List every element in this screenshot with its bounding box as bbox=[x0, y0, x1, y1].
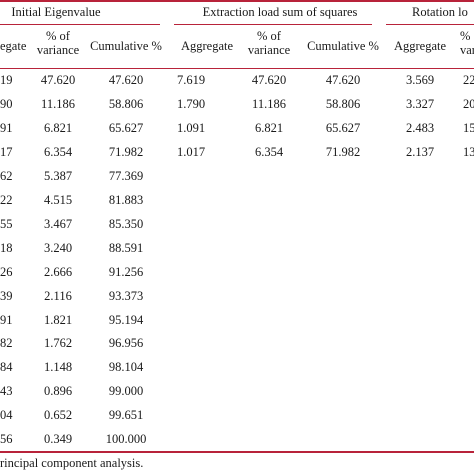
table-cell: 26 bbox=[0, 264, 13, 279]
table-cell: 2.137 bbox=[405, 144, 435, 159]
table-cell: 11.186 bbox=[41, 96, 75, 111]
table-cell: 0.896 bbox=[43, 384, 73, 399]
table-cell: 15 bbox=[463, 120, 474, 135]
table-cell: 1.148 bbox=[43, 360, 73, 375]
table-cell: 84 bbox=[0, 360, 13, 375]
table-cell: 91.256 bbox=[108, 264, 144, 279]
header-extraction-cumulative: Cumulative % bbox=[307, 39, 379, 53]
table-cell: 6.354 bbox=[43, 144, 73, 159]
header-rotation-aggregate: Aggregate bbox=[393, 39, 447, 53]
group-rule-extraction bbox=[174, 24, 372, 25]
table-cell: 91 bbox=[0, 120, 13, 135]
table-cell: 65.627 bbox=[108, 120, 144, 135]
table-cell: 19 bbox=[0, 73, 13, 87]
table-cell: 2.483 bbox=[405, 120, 435, 135]
header-extraction-pct-line2: variance bbox=[247, 43, 291, 57]
table-cell: 3.467 bbox=[43, 216, 73, 231]
table-cell: 47.620 bbox=[251, 73, 287, 87]
group-rule-initial bbox=[0, 24, 160, 25]
table-cell: 1.762 bbox=[43, 336, 73, 351]
table-cell: 0.349 bbox=[43, 432, 73, 447]
table-cell: 13 bbox=[463, 144, 474, 159]
table-cell: 43 bbox=[0, 384, 13, 399]
table-cell: 65.627 bbox=[325, 120, 361, 135]
table-cell: 17 bbox=[0, 144, 13, 159]
table-cell: 98.104 bbox=[108, 360, 144, 375]
header-rule bbox=[0, 68, 474, 69]
table-cell: 22 bbox=[463, 73, 474, 87]
table-cell: 6.354 bbox=[254, 144, 284, 159]
table-cell: 99.651 bbox=[108, 408, 144, 423]
table-cell: 82 bbox=[0, 336, 13, 351]
table-cell: 93.373 bbox=[108, 288, 144, 303]
bottom-rule bbox=[0, 451, 474, 453]
table-cell: 3.240 bbox=[43, 240, 73, 255]
table-cell: 1.790 bbox=[176, 96, 206, 111]
group-header-rotation: Rotation lo bbox=[412, 5, 468, 19]
header-initial-pct-line1: % of bbox=[46, 29, 70, 43]
table-cell: 55 bbox=[0, 216, 13, 231]
table-cell: 47.620 bbox=[108, 73, 144, 87]
table-cell: 71.982 bbox=[108, 144, 144, 159]
header-initial-pct-variance: % of variance bbox=[37, 29, 79, 57]
header-extraction-pct-line1: % of bbox=[257, 29, 281, 43]
table-cell: 81.883 bbox=[108, 192, 144, 207]
table-cell: 18 bbox=[0, 240, 13, 255]
table-cell: 2.666 bbox=[43, 264, 73, 279]
table-cell: 47.620 bbox=[325, 73, 361, 87]
table-cell: 58.806 bbox=[325, 96, 361, 111]
table-cell: 100.000 bbox=[105, 432, 147, 447]
table-cell: 6.821 bbox=[254, 120, 284, 135]
table-cell: 3.327 bbox=[405, 96, 435, 111]
table-cell: 1.091 bbox=[176, 120, 206, 135]
table-cell: 2.116 bbox=[44, 288, 72, 303]
table-cell: 77.369 bbox=[108, 168, 144, 183]
table-cell: 20 bbox=[463, 96, 474, 111]
group-header-initial-eigenvalue: Initial Eigenvalue bbox=[11, 5, 101, 19]
table-cell: 56 bbox=[0, 432, 13, 447]
table-cell: 1.017 bbox=[176, 144, 206, 159]
header-rotation-pct-line1: % bbox=[460, 29, 471, 43]
table-cell: 11.186 bbox=[252, 96, 286, 111]
header-rotation-pct-variance: % var bbox=[460, 29, 474, 57]
table-cell: 96.956 bbox=[108, 336, 144, 351]
table-cell: 88.591 bbox=[108, 240, 144, 255]
table-cell: 04 bbox=[0, 408, 13, 423]
group-rule-rotation bbox=[386, 24, 474, 25]
table-cell: 85.350 bbox=[108, 216, 144, 231]
table-cell: 6.821 bbox=[43, 120, 73, 135]
table-cell: 90 bbox=[0, 96, 13, 111]
table-cell: 22 bbox=[0, 192, 13, 207]
table-cell: 4.515 bbox=[43, 192, 73, 207]
table-footnote: rincipal component analysis. bbox=[0, 456, 144, 470]
table-cell: 1.821 bbox=[43, 312, 73, 327]
table-cell: 0.652 bbox=[43, 408, 73, 423]
table-cell: 71.982 bbox=[325, 144, 361, 159]
table-cell: 7.619 bbox=[176, 73, 206, 87]
header-initial-cumulative: Cumulative % bbox=[90, 39, 162, 53]
header-initial-aggregate: egate bbox=[0, 39, 27, 53]
table-cell: 58.806 bbox=[108, 96, 144, 111]
table-cell: 99.000 bbox=[108, 384, 144, 399]
table-cell: 3.569 bbox=[405, 73, 435, 87]
header-rotation-pct-line2: var bbox=[460, 43, 474, 57]
table-cell: 47.620 bbox=[40, 73, 76, 87]
table-cell: 5.387 bbox=[43, 168, 73, 183]
header-extraction-pct-variance: % of variance bbox=[248, 29, 290, 57]
table-cell: 91 bbox=[0, 312, 13, 327]
header-extraction-aggregate: Aggregate bbox=[180, 39, 234, 53]
table-cell: 39 bbox=[0, 288, 13, 303]
table-cell: 95.194 bbox=[108, 312, 144, 327]
table-cell: 62 bbox=[0, 168, 13, 183]
top-rule bbox=[0, 0, 474, 2]
group-header-extraction: Extraction load sum of squares bbox=[202, 5, 358, 19]
header-initial-pct-line2: variance bbox=[36, 43, 80, 57]
